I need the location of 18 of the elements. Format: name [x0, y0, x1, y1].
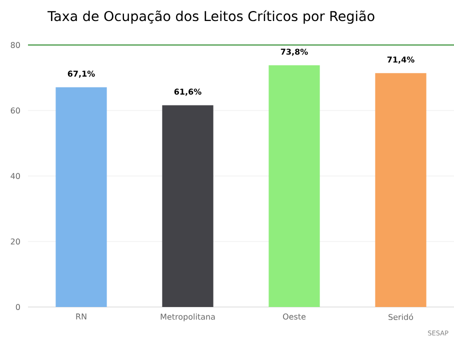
- bar: [56, 87, 107, 307]
- y-tick-label: 60: [10, 107, 20, 114]
- x-tick-label: Metropolitana: [160, 314, 215, 322]
- x-tick-label: RN: [76, 314, 86, 320]
- y-tick-label: 40: [10, 172, 20, 180]
- y-tick-label: 80: [10, 42, 20, 48]
- data-label: 61,6%: [174, 88, 202, 96]
- y-tick-label: 20: [10, 238, 20, 245]
- chart-title: Taxa de Ocupação dos Leitos Críticos por Região: [47, 10, 374, 24]
- y-tick-label: 0: [16, 304, 20, 310]
- data-label: 67,1%: [68, 70, 95, 78]
- x-tick-label: Oeste: [282, 314, 306, 320]
- bar: [162, 105, 214, 307]
- x-tick-label: Seridó: [388, 314, 414, 320]
- bar: [268, 65, 320, 307]
- data-label: 73,8%: [280, 48, 308, 56]
- data-label: 71,4%: [387, 56, 414, 64]
- bar: [375, 73, 426, 307]
